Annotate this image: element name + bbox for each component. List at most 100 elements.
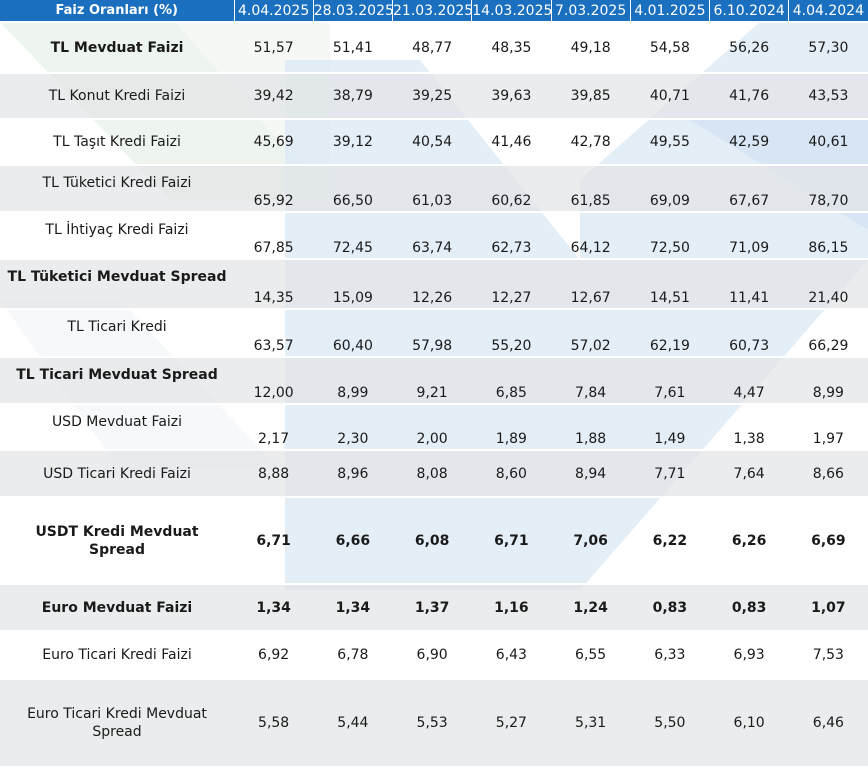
table-row: TL Konut Kredi Faizi 39,42 38,79 39,25 3… [0, 72, 868, 119]
table-row: Euro Mevduat Faizi 1,34 1,34 1,37 1,16 1… [0, 583, 868, 631]
rate-cell: 56,26 [709, 21, 789, 73]
rate-cell: 6,85 [471, 356, 551, 404]
rate-cell: 55,20 [471, 308, 551, 357]
rate-cell: 8,99 [313, 356, 393, 404]
rate-cell: 6,55 [551, 630, 631, 679]
rate-cell: 67,85 [234, 211, 314, 259]
row-label: TL Tüketici Kredi Faizi [0, 164, 234, 212]
rate-cell: 6,71 [234, 496, 314, 584]
rate-cell: 67,67 [709, 164, 789, 212]
rate-cell: 42,59 [709, 118, 789, 165]
rate-cell: 6,71 [471, 496, 551, 584]
row-label: TL Ticari Kredi [0, 308, 234, 357]
rate-cell: 6,69 [788, 496, 868, 584]
rate-cell: 7,53 [788, 630, 868, 679]
date-header: 4.04.2025 [234, 0, 314, 22]
row-label: TL Taşıt Kredi Faizi [0, 118, 234, 165]
rate-cell: 40,61 [788, 118, 868, 165]
rate-cell: 6,93 [709, 630, 789, 679]
rate-cell: 12,67 [551, 258, 631, 309]
rate-cell: 7,64 [709, 449, 789, 497]
rate-cell: 6,43 [471, 630, 551, 679]
row-label: USD Mevduat Faizi [0, 403, 234, 450]
rate-cell: 2,30 [313, 403, 393, 450]
rate-cell: 8,60 [471, 449, 551, 497]
rate-cell: 69,09 [630, 164, 710, 212]
table-row: Euro Ticari Kredi Mevduat Spread 5,58 5,… [0, 678, 868, 766]
row-label: TL Ticari Mevduat Spread [0, 356, 234, 404]
rate-cell: 64,12 [551, 211, 631, 259]
rate-cell: 8,88 [234, 449, 314, 497]
rate-cell: 5,53 [392, 678, 472, 766]
rate-cell: 63,57 [234, 308, 314, 357]
rate-cell: 2,17 [234, 403, 314, 450]
rate-cell: 12,00 [234, 356, 314, 404]
table-row: USDT Kredi Mevduat Spread 6,71 6,66 6,08… [0, 496, 868, 584]
table-row: TL Tüketici Mevduat Spread 14,35 15,09 1… [0, 258, 868, 309]
row-label: USD Ticari Kredi Faizi [0, 449, 234, 497]
rate-cell: 1,34 [313, 583, 393, 631]
row-label: Euro Mevduat Faizi [0, 583, 234, 631]
table-row: TL İhtiyaç Kredi Faizi 67,85 72,45 63,74… [0, 211, 868, 259]
rate-cell: 7,06 [551, 496, 631, 584]
rate-cell: 40,54 [392, 118, 472, 165]
rate-cell: 14,35 [234, 258, 314, 309]
rate-cell: 0,83 [630, 583, 710, 631]
table-row: TL Mevduat Faizi 51,57 51,41 48,77 48,35… [0, 21, 868, 73]
rate-cell: 6,08 [392, 496, 472, 584]
rate-cell: 21,40 [788, 258, 868, 309]
row-label: Euro Ticari Kredi Mevduat Spread [0, 678, 234, 766]
rate-cell: 6,22 [630, 496, 710, 584]
rate-cell: 8,96 [313, 449, 393, 497]
rate-cell: 65,92 [234, 164, 314, 212]
row-label: TL İhtiyaç Kredi Faizi [0, 211, 234, 259]
row-label: Euro Ticari Kredi Faizi [0, 630, 234, 679]
rate-cell: 2,00 [392, 403, 472, 450]
rate-cell: 6,10 [709, 678, 789, 766]
rate-cell: 9,21 [392, 356, 472, 404]
rate-cell: 7,84 [551, 356, 631, 404]
rate-cell: 57,02 [551, 308, 631, 357]
rate-cell: 6,78 [313, 630, 393, 679]
rate-cell: 1,16 [471, 583, 551, 631]
row-label: USDT Kredi Mevduat Spread [0, 496, 234, 584]
table-row: TL Taşıt Kredi Faizi 45,69 39,12 40,54 4… [0, 118, 868, 165]
table-row: TL Tüketici Kredi Faizi 65,92 66,50 61,0… [0, 164, 868, 212]
rate-cell: 86,15 [788, 211, 868, 259]
rate-cell: 14,51 [630, 258, 710, 309]
rate-cell: 7,61 [630, 356, 710, 404]
rate-cell: 0,83 [709, 583, 789, 631]
table-title: Faiz Oranları (%) [0, 0, 235, 22]
table-row: USD Mevduat Faizi 2,17 2,30 2,00 1,89 1,… [0, 403, 868, 450]
rate-cell: 11,41 [709, 258, 789, 309]
rate-cell: 1,97 [788, 403, 868, 450]
rate-cell: 57,98 [392, 308, 472, 357]
rate-cell: 5,44 [313, 678, 393, 766]
rate-cell: 1,38 [709, 403, 789, 450]
rate-cell: 72,45 [313, 211, 393, 259]
rate-cell: 61,03 [392, 164, 472, 212]
rate-cell: 39,85 [551, 72, 631, 119]
table-row: TL Ticari Mevduat Spread 12,00 8,99 9,21… [0, 356, 868, 404]
rate-cell: 5,31 [551, 678, 631, 766]
row-label: TL Mevduat Faizi [0, 21, 234, 73]
rate-cell: 42,78 [551, 118, 631, 165]
rate-cell: 4,47 [709, 356, 789, 404]
rate-cell: 6,26 [709, 496, 789, 584]
rate-cell: 38,79 [313, 72, 393, 119]
rate-cell: 62,73 [471, 211, 551, 259]
rate-cell: 1,37 [392, 583, 472, 631]
rate-cell: 54,58 [630, 21, 710, 73]
rate-cell: 5,27 [471, 678, 551, 766]
rate-cell: 43,53 [788, 72, 868, 119]
date-header: 6.10.2024 [709, 0, 790, 22]
rate-cell: 51,41 [313, 21, 393, 73]
rate-cell: 49,55 [630, 118, 710, 165]
rate-cell: 12,26 [392, 258, 472, 309]
row-label: TL Tüketici Mevduat Spread [0, 258, 234, 309]
rate-cell: 39,42 [234, 72, 314, 119]
rate-cell: 6,46 [788, 678, 868, 766]
date-header: 21.03.2025 [392, 0, 473, 22]
rate-cell: 6,90 [392, 630, 472, 679]
rate-cell: 8,08 [392, 449, 472, 497]
